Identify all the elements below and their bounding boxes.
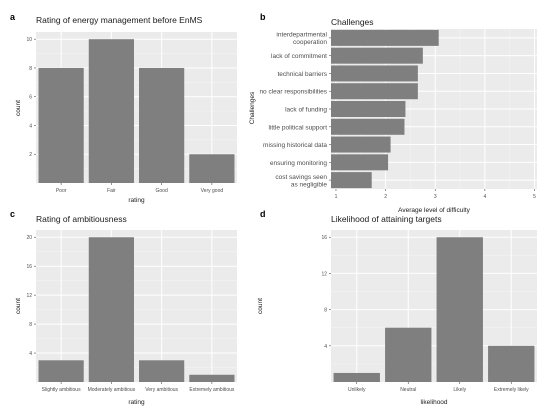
y-tick-label: 10 [26,37,32,43]
y-tick-label-line: technical barriers [278,71,328,78]
y-tick-label-line: lack of commitment [271,53,327,60]
y-tick-label: 4 [29,123,32,129]
y-tick-label: no clear responsibilities [259,89,327,96]
x-tick-label: Very ambitious [145,387,178,393]
x-axis-title: rating [128,399,145,406]
x-tick-label: Moderately ambitious [88,387,136,393]
bar [189,374,235,382]
y-tick-label-line: ensuring monitoring [270,160,327,167]
y-tick-label: 8 [324,308,327,314]
chart-title: Rating of energy management before EnMS [36,15,203,25]
y-tick-label: 4 [29,351,32,357]
y-tick-label: cost savings seen as negligible [275,174,327,189]
y-tick-label-line: little political support [268,124,327,131]
bar [331,136,391,153]
y-tick-label-line: lack of funding [285,107,327,114]
bar [331,101,406,117]
x-tick-label: Slightly ambitious [42,387,81,393]
panel-a: a Rating of energy management before EnMS… [10,12,237,204]
y-tick-label-line: cooperation [293,39,327,46]
y-axis-title: count [15,298,22,314]
x-tick-label: Poor [56,188,67,194]
bar [189,154,235,183]
y-tick-label: 16 [26,264,32,270]
y-tick-label: 8 [29,322,32,328]
bar [331,172,372,189]
x-tick-label: Extremely ambitious [189,387,235,393]
chart-title: Rating of ambitiousness [36,214,127,224]
y-tick-label: little political support [268,124,327,131]
x-tick-label: Extremely likely [494,387,529,393]
x-axis-title: Average level of difficulty [398,207,470,214]
x-axis-title: rating [128,197,145,204]
y-tick-label: 8 [29,66,32,72]
panel-letter: a [10,12,16,22]
x-tick-label: 3 [434,194,437,200]
bar [488,345,535,382]
y-tick-label: 2 [29,152,32,158]
bar [38,67,84,183]
plot-background [36,230,237,382]
bar [436,237,483,382]
bar [331,154,389,171]
y-tick-label: 12 [321,271,327,277]
x-tick-label: 4 [483,194,486,200]
y-axis-title: count [257,298,264,314]
y-tick-label-line: no clear responsibilities [259,89,327,96]
bar [331,29,439,46]
bar [331,83,418,100]
panel-c: c Rating of ambitiousness 4 8 12 16 20 Slightly… [10,209,237,406]
y-axis-title: Challenges [249,91,256,124]
y-tick-label-line: as negligible [291,181,328,188]
x-tick-label: Neutral [400,387,416,393]
bar [139,67,185,183]
y-tick-label-line: cost savings seen [275,174,327,181]
x-axis-title: likelihood [420,399,447,406]
x-tick-label: Good [156,188,168,194]
panel-letter: c [10,209,15,219]
bar [331,65,418,82]
y-tick-label: interdepartmental cooperation [276,32,327,47]
panel-b: b Challenges 1 2 3 4 5 interdepartmental coopera… [249,12,537,214]
bar [88,237,134,382]
x-tick-label: Fair [107,188,116,194]
y-tick-label: lack of commitment [271,53,327,60]
y-tick-label-line: missing historical data [263,142,327,149]
x-tick-label: Very good [201,188,224,194]
y-tick-label: ensuring monitoring [270,160,327,167]
x-tick-label: Unlikely [348,387,366,393]
panel-letter: b [260,12,266,22]
x-tick-label: 2 [384,194,387,200]
bar [333,372,380,382]
x-tick-label: 1 [335,194,338,200]
y-tick-label-line: interdepartmental [276,32,327,39]
bar [385,327,432,382]
panel-letter: d [260,209,266,219]
y-axis-title: count [15,100,22,116]
y-tick-label: missing historical data [263,142,327,149]
y-tick-label: 4 [324,344,327,350]
bar [139,360,185,382]
x-tick-label: 5 [533,194,536,200]
y-tick-label: 12 [26,293,32,299]
chart-title: Likelihood of attaining targets [331,214,442,224]
bar [331,47,423,64]
bar [88,39,134,183]
y-tick-label: 20 [26,235,32,241]
bar [331,118,405,135]
bar [38,360,84,382]
y-tick-label: 6 [29,95,32,101]
panel-d: d Likelihood of attaining targets 4 8 12 16 Un… [257,209,537,406]
y-tick-label: technical barriers [278,71,328,78]
y-tick-label: lack of funding [285,107,327,114]
x-tick-label: Likely [453,387,466,393]
y-tick-label: 16 [321,235,327,241]
chart-title: Challenges [331,17,374,27]
